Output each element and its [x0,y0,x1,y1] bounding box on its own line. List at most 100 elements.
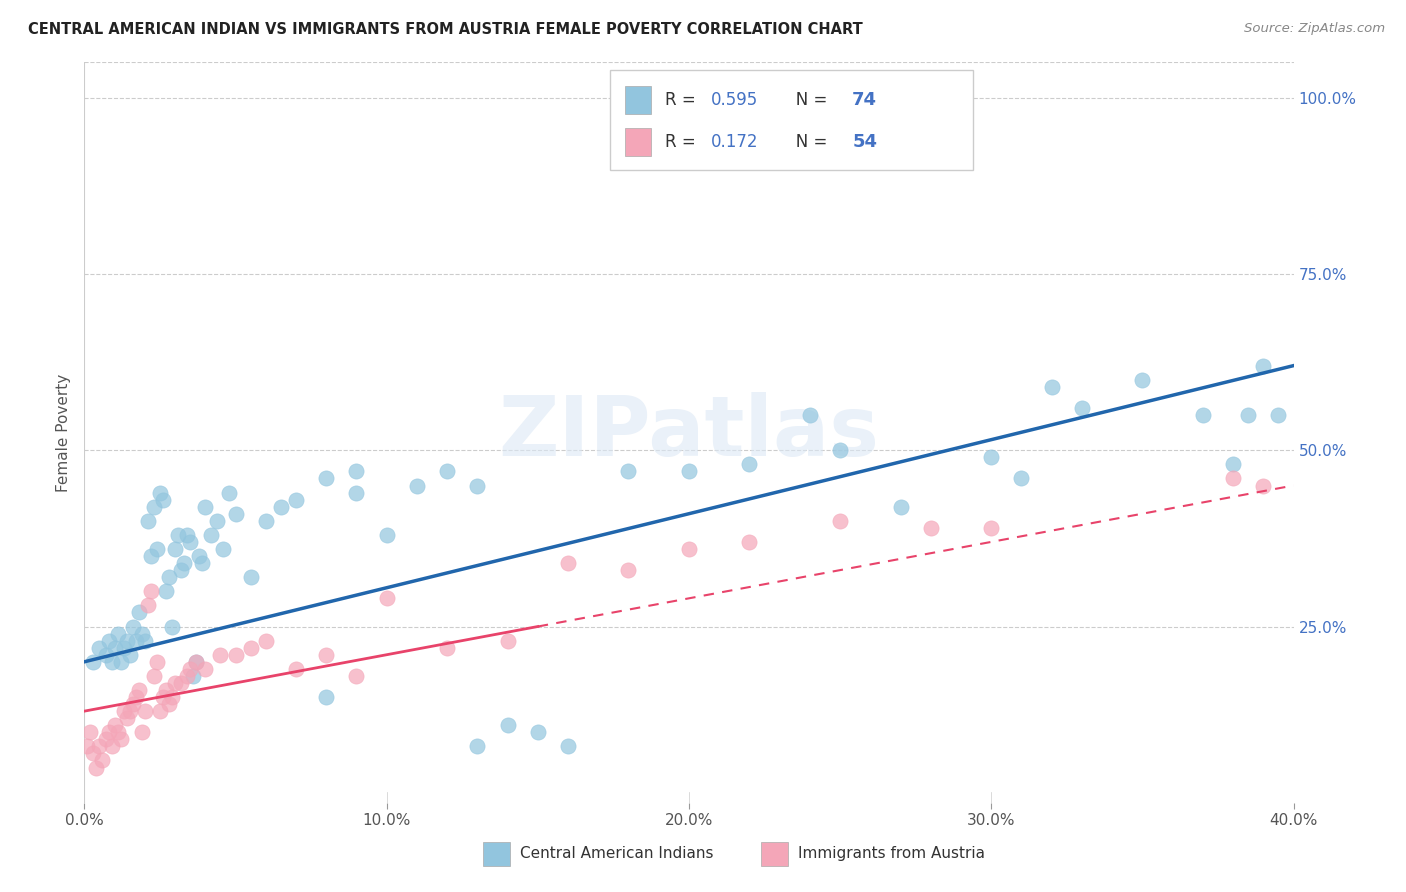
Point [375,591,398,606]
Point [1071,401,1094,415]
Point [254,514,277,528]
Point [315,471,337,485]
Point [142,669,165,683]
Point [136,514,159,528]
Text: Central American Indians: Central American Indians [520,847,713,862]
Point [152,690,174,704]
Point [82,747,104,761]
Point [617,464,640,478]
Point [186,655,208,669]
Point [157,697,180,711]
Text: CENTRAL AMERICAN INDIAN VS IMMIGRANTS FROM AUSTRIA FEMALE POVERTY CORRELATION CH: CENTRAL AMERICAN INDIAN VS IMMIGRANTS FR… [28,22,863,37]
Point [149,485,172,500]
Text: 0.595: 0.595 [710,91,758,109]
Point [89,640,111,655]
FancyBboxPatch shape [610,70,973,169]
Point [160,619,183,633]
Text: Source: ZipAtlas.com: Source: ZipAtlas.com [1244,22,1385,36]
Point [170,563,193,577]
Point [436,640,458,655]
Point [91,754,114,768]
Point [139,549,162,563]
Point [225,507,247,521]
Point [79,725,101,739]
Point [176,528,198,542]
Point [181,669,204,683]
Text: ZIPatlas: ZIPatlas [499,392,879,473]
Point [173,556,195,570]
Point [1222,458,1244,472]
Point [118,704,141,718]
Point [496,633,519,648]
Point [131,626,153,640]
Point [136,599,159,613]
FancyBboxPatch shape [624,128,651,156]
Point [1267,408,1289,422]
Point [139,584,162,599]
Point [557,556,579,570]
Text: N =: N = [780,134,832,152]
Point [285,662,308,676]
Point [134,704,156,718]
Point [738,458,761,472]
Point [935,140,957,154]
Point [179,662,201,676]
Y-axis label: Female Poverty: Female Poverty [56,374,72,491]
Point [830,443,852,458]
Point [176,669,198,683]
Point [920,521,942,535]
Point [285,492,308,507]
Point [100,655,122,669]
Point [678,541,700,556]
FancyBboxPatch shape [624,87,651,114]
Point [97,725,120,739]
Point [170,676,193,690]
FancyBboxPatch shape [762,842,789,866]
Point [115,711,138,725]
Point [346,485,368,500]
Point [200,528,222,542]
Point [1222,471,1244,485]
Point [1130,373,1153,387]
Point [94,732,117,747]
Point [270,500,292,514]
Point [104,718,127,732]
Point [157,570,180,584]
Point [1011,471,1033,485]
FancyBboxPatch shape [484,842,510,866]
Point [118,648,141,662]
Point [107,725,129,739]
Point [1040,380,1063,394]
Point [890,500,912,514]
Point [191,556,214,570]
Point [160,690,183,704]
Point [134,633,156,648]
Point [115,633,138,648]
Point [121,619,143,633]
Point [165,676,187,690]
Point [100,739,122,754]
Point [142,500,165,514]
Point [239,640,262,655]
Point [467,478,489,492]
Point [89,739,111,754]
Point [436,464,458,478]
Text: R =: R = [665,91,700,109]
Point [107,626,129,640]
Point [104,640,127,655]
Point [194,500,217,514]
Point [167,528,190,542]
Point [155,683,177,698]
Point [146,655,169,669]
Point [1253,478,1275,492]
Point [186,655,208,669]
Point [225,648,247,662]
Point [315,648,337,662]
Point [254,633,277,648]
Point [207,514,229,528]
Point [980,521,1002,535]
Point [1253,359,1275,373]
Point [121,697,143,711]
Point [149,704,172,718]
Point [110,732,132,747]
